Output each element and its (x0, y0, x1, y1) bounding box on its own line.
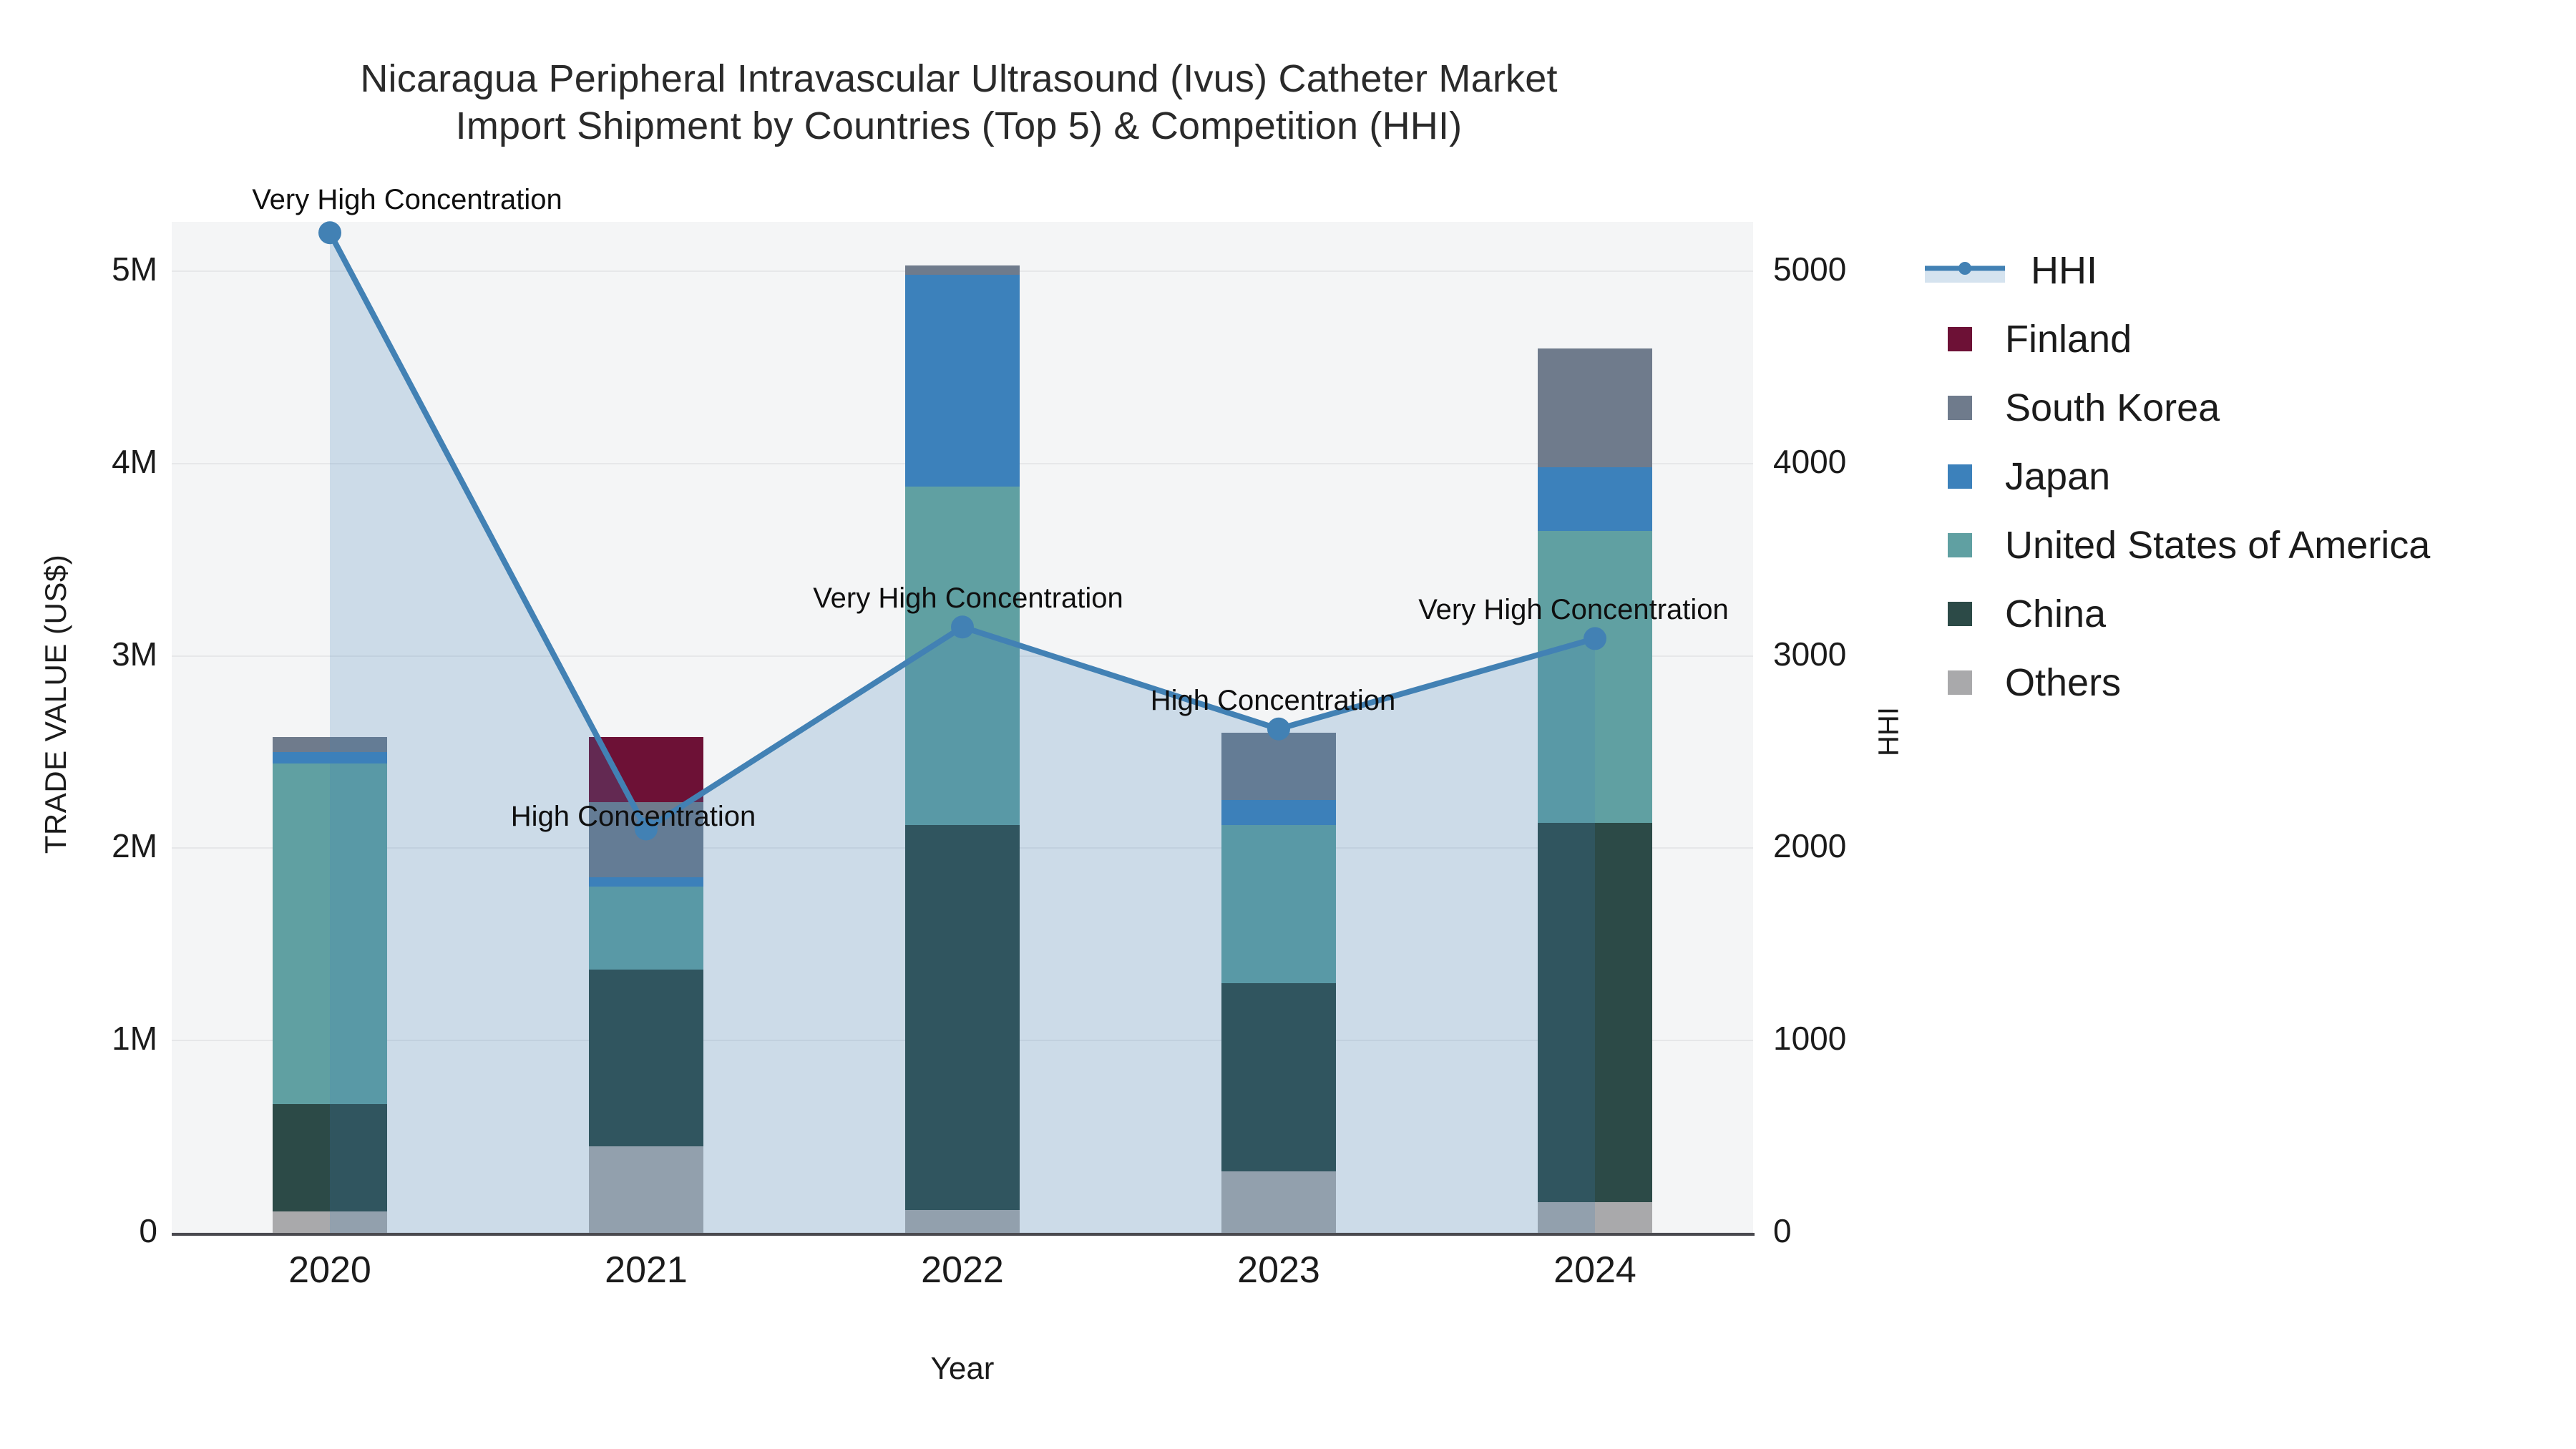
bar-segment[interactable] (589, 877, 703, 887)
bar-segment[interactable] (905, 275, 1020, 487)
bar-segment[interactable] (1538, 530, 1652, 824)
bar-segment[interactable] (1221, 825, 1336, 983)
legend-item-label: Others (2005, 661, 2122, 704)
x-tick-2022: 2022 (921, 1249, 1004, 1291)
bar-segment[interactable] (1538, 823, 1652, 1202)
legend-item-label: HHI (2031, 249, 2097, 292)
bar-segment[interactable] (1538, 1202, 1652, 1233)
bar-segment[interactable] (589, 736, 703, 802)
title-line-1: Nicaragua Peripheral Intravascular Ultra… (360, 57, 1558, 100)
hhi-point-2023[interactable] (1267, 717, 1290, 741)
hhi-line-series (318, 221, 1606, 1233)
bar-stack-2023[interactable] (1221, 222, 1336, 1233)
legend-color-swatch-icon (1948, 670, 1972, 695)
y-tick-right: 1000 (1773, 1020, 1847, 1058)
legend-color-swatch-icon (1948, 396, 1972, 420)
bar-segment[interactable] (1221, 800, 1336, 826)
legend-item-finland[interactable]: Finland (1925, 305, 2555, 374)
y-tick-right: 2000 (1773, 827, 1847, 865)
hhi-point-2020[interactable] (318, 221, 341, 245)
legend-color-swatch-icon (1948, 533, 1972, 557)
bar-segment[interactable] (1221, 982, 1336, 1171)
annotation-2021: High Concentration (510, 800, 756, 832)
legend-item-hhi[interactable]: HHI (1925, 236, 2555, 305)
bar-segment[interactable] (273, 736, 387, 752)
x-tick-2020: 2020 (288, 1249, 371, 1291)
y-tick-left: 3M (112, 635, 157, 673)
legend-item-label: China (2005, 592, 2107, 635)
bar-segment[interactable] (273, 1103, 387, 1212)
hhi-point-2021[interactable] (635, 817, 658, 841)
bar-segment[interactable] (589, 887, 703, 970)
bar-stack-2021[interactable] (589, 222, 703, 1233)
legend-item-others[interactable]: Others (1925, 648, 2555, 717)
bar-stack-2022[interactable] (905, 222, 1020, 1233)
bar-stack-2024[interactable] (1538, 222, 1652, 1233)
legend-color-swatch-icon (1948, 327, 1972, 351)
bar-segment[interactable] (1538, 348, 1652, 468)
legend-item-china[interactable]: China (1925, 580, 2555, 648)
bar-segment[interactable] (273, 752, 387, 764)
y-tick-left: 0 (139, 1212, 157, 1249)
bar-segment[interactable] (273, 1211, 387, 1233)
x-tick-2023: 2023 (1237, 1249, 1320, 1291)
x-axis-line (172, 1233, 1755, 1236)
legend-item-united-states-of-america[interactable]: United States of America (1925, 511, 2555, 580)
bar-segment[interactable] (905, 1209, 1020, 1233)
bar-segment[interactable] (1221, 1171, 1336, 1233)
annotation-2024: Very High Concentration (1418, 594, 1729, 626)
bar-segment[interactable] (905, 487, 1020, 826)
bar-segment[interactable] (1221, 733, 1336, 801)
legend-item-label: United States of America (2005, 524, 2431, 567)
bar-segment[interactable] (905, 265, 1020, 275)
annotation-2023: High Concentration (1150, 684, 1396, 716)
x-axis-label: Year (930, 1351, 995, 1386)
title-line-2: Import Shipment by Countries (Top 5) & C… (455, 104, 1463, 147)
legend-item-label: Finland (2005, 318, 2132, 361)
x-tick-2024: 2024 (1553, 1249, 1636, 1291)
annotation-2022: Very High Concentration (813, 582, 1123, 615)
bar-segment[interactable] (589, 969, 703, 1147)
y-tick-left: 1M (112, 1020, 157, 1058)
annotation-2020: Very High Concentration (252, 184, 562, 216)
bar-segment[interactable] (589, 1146, 703, 1233)
hhi-area-fill (330, 233, 1595, 1233)
hhi-point-2024[interactable] (1584, 627, 1606, 650)
bar-segment[interactable] (905, 825, 1020, 1210)
y-axis-left-label: TRADE VALUE (US$) (39, 554, 72, 854)
y-tick-right: 0 (1773, 1212, 1792, 1249)
legend-item-south-korea[interactable]: South Korea (1925, 374, 2555, 442)
legend-color-swatch-icon (1948, 464, 1972, 489)
hhi-point-2022[interactable] (951, 615, 974, 639)
y-tick-left: 2M (112, 827, 157, 865)
page-title: Nicaragua Peripheral Intravascular Ultra… (0, 56, 1918, 150)
bar-segment[interactable] (273, 763, 387, 1104)
legend-color-swatch-icon (1948, 602, 1972, 626)
y-tick-right: 3000 (1773, 635, 1847, 673)
y-tick-left: 5M (112, 250, 157, 288)
x-tick-2021: 2021 (605, 1249, 688, 1291)
y-tick-left: 4M (112, 442, 157, 480)
legend-item-japan[interactable]: Japan (1925, 442, 2555, 511)
bar-stack-2020[interactable] (273, 222, 387, 1233)
legend: HHI Finland South Korea Japan United States … (1925, 236, 2555, 717)
plot-area: Very High Concentration High Concentratio… (172, 184, 1753, 1234)
hhi-line-swatch-icon (1925, 258, 2005, 283)
legend-item-label: Japan (2005, 455, 2111, 498)
y-tick-right: 4000 (1773, 442, 1847, 480)
bar-segment[interactable] (1538, 467, 1652, 531)
legend-item-label: South Korea (2005, 386, 2220, 429)
y-tick-right: 5000 (1773, 250, 1847, 288)
